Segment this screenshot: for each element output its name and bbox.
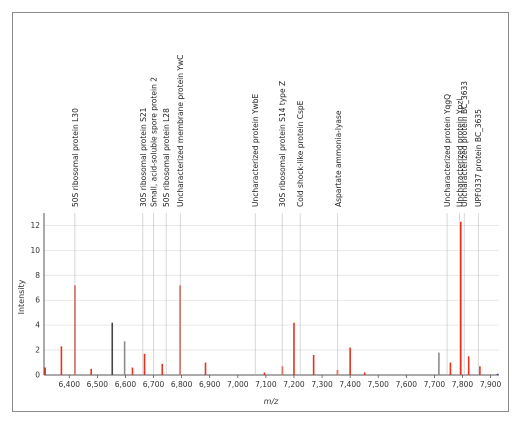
x-tick-label: 7,400 — [339, 380, 361, 389]
x-tick-label: 6,600 — [115, 380, 137, 389]
annotation-label: Uncharacterized protein YqgQ — [443, 94, 452, 207]
y-tick-label: 4 — [35, 321, 40, 330]
y-tick-label: 8 — [35, 271, 40, 280]
annotation-label: Uncharacterized protein Ypzl — [456, 99, 465, 207]
chart-frame: 50S ribosomal protein L30 30S ribosomal p… — [12, 12, 509, 412]
x-tick-label: 7,900 — [480, 380, 502, 389]
peak-bars — [44, 221, 499, 375]
x-tick-label: 6,900 — [199, 380, 221, 389]
x-tick-label: 7,500 — [367, 380, 389, 389]
x-tick-label: 7,700 — [424, 380, 446, 389]
y-tick-label: 6 — [35, 296, 40, 305]
peak-annotations: 50S ribosomal protein L30 30S ribosomal p… — [71, 55, 483, 375]
annotation-label: Uncharacterized membrane protein YwC — [176, 55, 185, 207]
annotation-label: Uncharacterized protein YwbE — [251, 94, 260, 207]
annotation-label: UPF0337 protein BC_3635 — [474, 109, 483, 207]
x-tick-label: 7,600 — [396, 380, 418, 389]
annotation-label: Small, acid-soluble spore protein 2 — [150, 77, 159, 207]
grid-lines — [44, 225, 499, 376]
x-tick-label: 7,000 — [227, 380, 249, 389]
annotation-label: 50S ribosomal protein L30 — [71, 108, 80, 207]
mass-spectrum-chart: 50S ribosomal protein L30 30S ribosomal p… — [17, 55, 502, 406]
x-tick-label: 7,800 — [452, 380, 474, 389]
x-axis-title: m/z — [264, 397, 279, 406]
x-tick-label: 6,800 — [171, 380, 193, 389]
x-tick-label: 7,300 — [311, 380, 333, 389]
y-tick-label: 10 — [30, 246, 40, 255]
y-tick-label: 0 — [35, 371, 40, 380]
annotation-label: Cold shock-like protein CspE — [296, 100, 305, 207]
x-tick-label: 7,200 — [283, 380, 305, 389]
annotation-label: 50S ribosomal protein L28 — [162, 108, 171, 207]
y-tick-label: 12 — [30, 221, 40, 230]
x-tick-label: 6,500 — [87, 380, 109, 389]
x-tick-label: 6,700 — [143, 380, 165, 389]
annotation-label: Aspartate ammonia-lyase — [334, 110, 343, 207]
annotation-label: Uncharacterized protein BC_3633 — [460, 81, 469, 207]
x-tick-label: 7,100 — [255, 380, 277, 389]
annotation-label: 30S ribosomal protein S21 — [139, 107, 148, 207]
tick-labels: 0 2 4 6 8 10 12 6,400 6,500 6,600 6,700 6,800 6,900 7… — [30, 221, 501, 389]
y-tick-label: 2 — [35, 346, 40, 355]
x-tick-label: 6,400 — [59, 380, 81, 389]
y-axis-title: Intensity — [17, 279, 26, 314]
annotation-label: 30S ribosomal protein S14 type Z — [278, 81, 287, 207]
axes — [43, 213, 499, 378]
